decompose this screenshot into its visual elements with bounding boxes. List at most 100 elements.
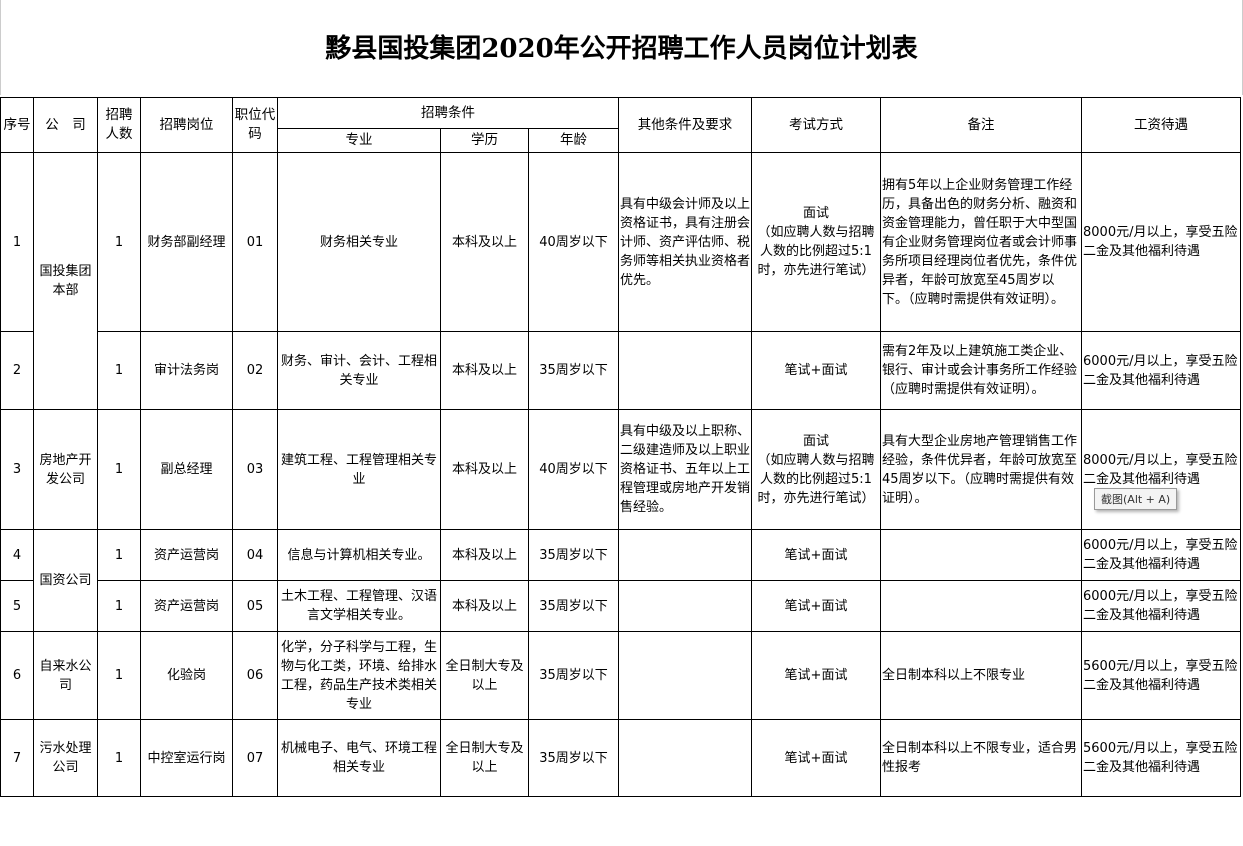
- cell-post: 审计法务岗: [140, 331, 233, 410]
- cell-code: 06: [232, 631, 278, 720]
- cell-major: 财务相关专业: [277, 152, 441, 332]
- cell-company: 国投集团本部: [33, 152, 98, 410]
- cell-edu: 全日制大专及以上: [440, 631, 529, 720]
- cell-other: 具有中级及以上职称、二级建造师及以上职业资格证书、五年以上工程管理或房地产开发销…: [618, 409, 752, 530]
- header-conditions: 招聘条件: [277, 97, 619, 129]
- cell-count: 1: [97, 631, 141, 720]
- header-company: 公 司: [33, 97, 98, 153]
- cell-post: 副总经理: [140, 409, 233, 530]
- cell-remark: [880, 580, 1082, 632]
- header-code: 职位代码: [232, 97, 278, 153]
- cell-code: 03: [232, 409, 278, 530]
- cell-count: 1: [97, 719, 141, 797]
- cell-seq: 2: [0, 331, 34, 410]
- cell-exam: 笔试+面试: [751, 631, 881, 720]
- cell-count: 1: [97, 331, 141, 410]
- cell-code: 04: [232, 529, 278, 581]
- cell-age: 40周岁以下: [528, 152, 619, 332]
- screenshot-tooltip: 截图(Alt + A): [1094, 488, 1178, 510]
- cell-code: 05: [232, 580, 278, 632]
- cell-other: [618, 719, 752, 797]
- header-remark: 备注: [880, 97, 1082, 153]
- cell-age: 35周岁以下: [528, 331, 619, 410]
- cell-major: 建筑工程、工程管理相关专业: [277, 409, 441, 530]
- header-post: 招聘岗位: [140, 97, 233, 153]
- table-row: 6 自来水公司 1 化验岗 06 化学，分子科学与工程，生物与化工类，环境、给排水工程，药…: [0, 631, 1241, 720]
- cell-seq: 5: [0, 580, 34, 632]
- cell-other: [618, 331, 752, 410]
- cell-exam: 笔试+面试: [751, 719, 881, 797]
- cell-exam: 笔试+面试: [751, 331, 881, 410]
- cell-count: 1: [97, 580, 141, 632]
- cell-remark: [880, 529, 1082, 581]
- header-seq: 序号: [0, 97, 34, 153]
- cell-remark: 需有2年及以上建筑施工类企业、银行、审计或会计事务所工作经验（应聘时需提供有效证…: [880, 331, 1082, 410]
- table-row: 7 污水处理公司 1 中控室运行岗 07 机械电子、电气、环境工程相关专业 全日制大专及以上…: [0, 719, 1241, 797]
- cell-count: 1: [97, 529, 141, 581]
- cell-seq: 7: [0, 719, 34, 797]
- header-count: 招聘人数: [97, 97, 141, 153]
- cell-remark: 全日制本科以上不限专业，适合男性报考: [880, 719, 1082, 797]
- cell-exam: 笔试+面试: [751, 529, 881, 581]
- cell-edu: 本科及以上: [440, 331, 529, 410]
- recruitment-table: 序号 公 司 招聘人数 招聘岗位 职位代码 招聘条件 其他条件及要求 考试方式 …: [0, 97, 1241, 797]
- cell-major: 信息与计算机相关专业。: [277, 529, 441, 581]
- cell-edu: 本科及以上: [440, 529, 529, 581]
- cell-seq: 3: [0, 409, 34, 530]
- cell-post: 资产运营岗: [140, 580, 233, 632]
- cell-age: 35周岁以下: [528, 529, 619, 581]
- cell-post: 中控室运行岗: [140, 719, 233, 797]
- cell-edu: 本科及以上: [440, 409, 529, 530]
- cell-edu: 本科及以上: [440, 152, 529, 332]
- cell-salary: 8000元/月以上，享受五险二金及其他福利待遇: [1081, 409, 1241, 530]
- cell-salary: 8000元/月以上，享受五险二金及其他福利待遇: [1081, 152, 1241, 332]
- cell-remark: 全日制本科以上不限专业: [880, 631, 1082, 720]
- header-other: 其他条件及要求: [618, 97, 752, 153]
- cell-edu: 本科及以上: [440, 580, 529, 632]
- cell-code: 02: [232, 331, 278, 410]
- cell-other: [618, 631, 752, 720]
- cell-salary: 6000元/月以上，享受五险二金及其他福利待遇: [1081, 331, 1241, 410]
- cell-remark: 具有大型企业房地产管理销售工作经验，条件优异者，年龄可放宽至45周岁以下。（应聘…: [880, 409, 1082, 530]
- cell-age: 35周岁以下: [528, 580, 619, 632]
- cell-count: 1: [97, 152, 141, 332]
- cell-count: 1: [97, 409, 141, 530]
- header-age: 年龄: [528, 128, 619, 153]
- cell-edu: 全日制大专及以上: [440, 719, 529, 797]
- cell-exam: 面试 （如应聘人数与招聘人数的比例超过5:1时，亦先进行笔试）: [751, 152, 881, 332]
- cell-company: 国资公司: [33, 529, 98, 632]
- cell-exam: 笔试+面试: [751, 580, 881, 632]
- header-exam: 考试方式: [751, 97, 881, 153]
- table-row: 1 国投集团本部 1 财务部副经理 01 财务相关专业 本科及以上 40周岁以下 具有中级会计师…: [0, 152, 1241, 410]
- table-row: 3 房地产开发公司 1 副总经理 03 建筑工程、工程管理相关专业 本科及以上 40周岁以下具…: [0, 409, 1241, 530]
- cell-salary: 5600元/月以上，享受五险二金及其他福利待遇: [1081, 631, 1241, 720]
- cell-salary: 6000元/月以上，享受五险二金及其他福利待遇: [1081, 580, 1241, 632]
- cell-seq: 1: [0, 152, 34, 332]
- cell-other: [618, 580, 752, 632]
- cell-salary: 5600元/月以上，享受五险二金及其他福利待遇: [1081, 719, 1241, 797]
- cell-seq: 6: [0, 631, 34, 720]
- cell-company: 房地产开发公司: [33, 409, 98, 530]
- cell-remark: 拥有5年以上企业财务管理工作经历，具备出色的财务分析、融资和资金管理能力，曾任职…: [880, 152, 1082, 332]
- cell-age: 35周岁以下: [528, 631, 619, 720]
- cell-code: 01: [232, 152, 278, 332]
- cell-major: 财务、审计、会计、工程相关专业: [277, 331, 441, 410]
- cell-other: [618, 529, 752, 581]
- cell-post: 资产运营岗: [140, 529, 233, 581]
- cell-company: 自来水公司: [33, 631, 98, 720]
- cell-exam: 面试 （如应聘人数与招聘人数的比例超过5:1时，亦先进行笔试）: [751, 409, 881, 530]
- cell-seq: 4: [0, 529, 34, 581]
- table-row: 5 1 资产运营岗 05 土木工程、工程管理、汉语言文学相关专业。 本科及以上 35周岁以下…: [0, 580, 1241, 632]
- cell-post: 财务部副经理: [140, 152, 233, 332]
- cell-major: 机械电子、电气、环境工程相关专业: [277, 719, 441, 797]
- header-salary: 工资待遇: [1081, 97, 1241, 153]
- cell-post: 化验岗: [140, 631, 233, 720]
- cell-age: 35周岁以下: [528, 719, 619, 797]
- table-row: 2 1 审计法务岗 02 财务、审计、会计、工程相关专业 本科及以上 35周岁以下 笔试+面试…: [0, 331, 1241, 410]
- header-major: 专业: [277, 128, 441, 153]
- cell-company: 污水处理公司: [33, 719, 98, 797]
- cell-major: 土木工程、工程管理、汉语言文学相关专业。: [277, 580, 441, 632]
- cell-major: 化学，分子科学与工程，生物与化工类，环境、给排水工程，药品生产技术类相关专业: [277, 631, 441, 720]
- header-edu: 学历: [440, 128, 529, 153]
- cell-salary: 6000元/月以上，享受五险二金及其他福利待遇: [1081, 529, 1241, 581]
